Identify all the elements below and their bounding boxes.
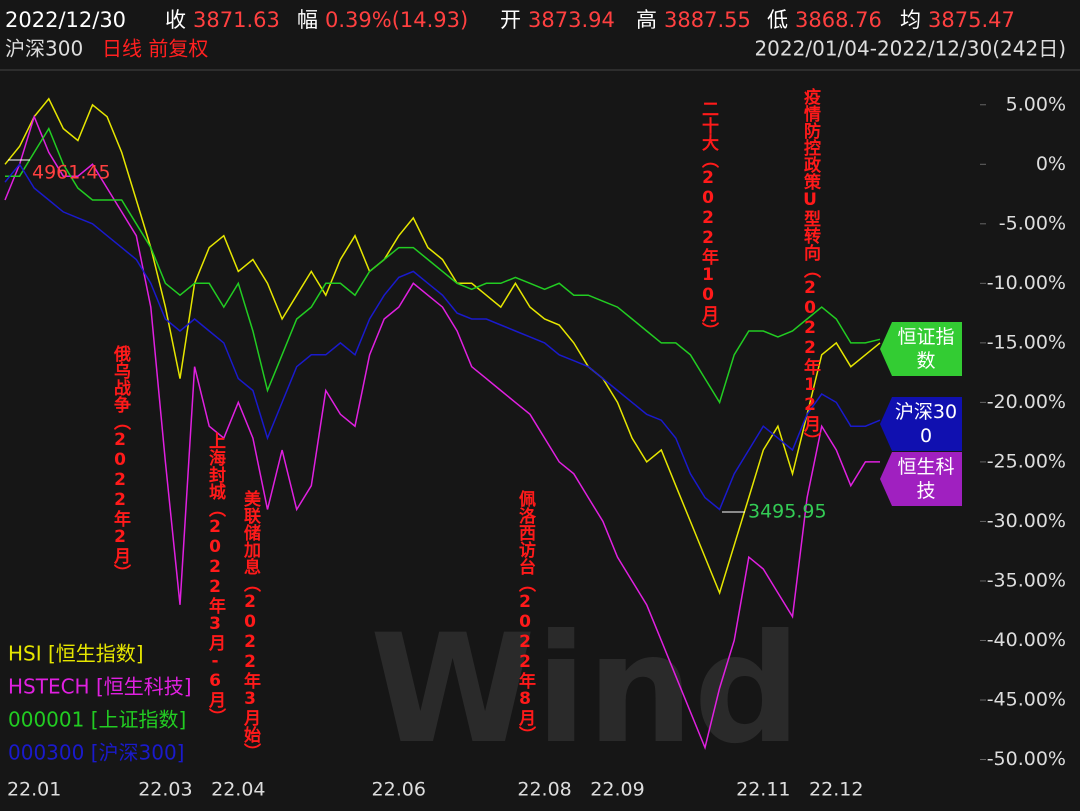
legend-entry: HSTECH [恒生科技] (8, 675, 192, 699)
header-field: 低 (767, 8, 788, 32)
min-label: 3495.95 (748, 501, 827, 523)
header-field: 高 (636, 8, 657, 32)
max-label: 4961.45 (32, 162, 111, 184)
x-tick-label: 22.08 (517, 779, 571, 801)
event-annotation: 二十大（2022年10月） (698, 100, 720, 339)
x-tick-label: 22.09 (590, 779, 644, 801)
series-line (5, 126, 881, 405)
watermark: Wind (370, 603, 801, 777)
header-field: 2022/12/30 (5, 8, 126, 32)
series-tag: 恒生科技 (880, 452, 962, 506)
y-tick-label: -50.00% (987, 748, 1066, 770)
y-tick-label: -30.00% (987, 510, 1066, 532)
header-field: 开 (500, 8, 521, 32)
legend-entry: 000001 [上证指数] (8, 708, 186, 732)
y-tick-label: -35.00% (987, 569, 1066, 591)
series-line (4, 114, 880, 751)
x-tick-label: 22.03 (138, 779, 192, 801)
y-tick-label: -5.00% (999, 212, 1066, 234)
header-field: 均 (900, 8, 921, 32)
y-tick-label: -25.00% (987, 450, 1066, 472)
y-tick-label: -10.00% (987, 272, 1066, 294)
y-tick-label: 0% (1036, 153, 1066, 175)
legend-entry: HSI [恒生指数] (8, 642, 144, 666)
header-field: 3887.55 (664, 8, 751, 32)
date-range: 2022/01/04-2022/12/30(242日) (754, 37, 1066, 61)
x-tick-label: 22.06 (372, 779, 426, 801)
header-field: 0.39%(14.93) (325, 8, 468, 32)
header-field: 收 (165, 8, 186, 32)
series-line (4, 163, 881, 511)
x-tick-label: 22.01 (7, 779, 61, 801)
series-tag: 恒证指数 (880, 322, 962, 376)
series-tag: 沪深300 (880, 397, 962, 451)
mode: 日线 前复权 (102, 37, 208, 61)
legend-entry: 000300 [沪深300] (8, 741, 184, 765)
x-tick-label: 22.04 (211, 779, 265, 801)
header-field: 3868.76 (795, 8, 882, 32)
event-annotation: 疫情防控政策U型转向（2022年12月） (800, 87, 822, 449)
index-name: 沪深300 (5, 37, 83, 61)
y-tick-label: 5.00% (1006, 93, 1066, 115)
y-tick-label: -40.00% (987, 629, 1066, 651)
event-annotation: 俄乌战争（2022年2月） (110, 344, 132, 581)
header-field: 幅 (297, 8, 318, 32)
x-tick-label: 22.12 (809, 779, 863, 801)
event-annotation: 美联储加息（2022年3月始） (240, 489, 262, 760)
y-tick-label: -45.00% (987, 689, 1066, 711)
header-field: 3873.94 (528, 8, 615, 32)
y-tick-label: -15.00% (987, 331, 1066, 353)
event-annotation: 上海封城（2022年3月-6月） (205, 432, 227, 725)
header-field: 3875.47 (928, 8, 1015, 32)
event-annotation: 佩洛西访台（2022年8月） (515, 489, 537, 743)
header-field: 3871.63 (193, 8, 280, 32)
y-tick-label: -20.00% (987, 391, 1066, 413)
x-tick-label: 22.11 (736, 779, 790, 801)
